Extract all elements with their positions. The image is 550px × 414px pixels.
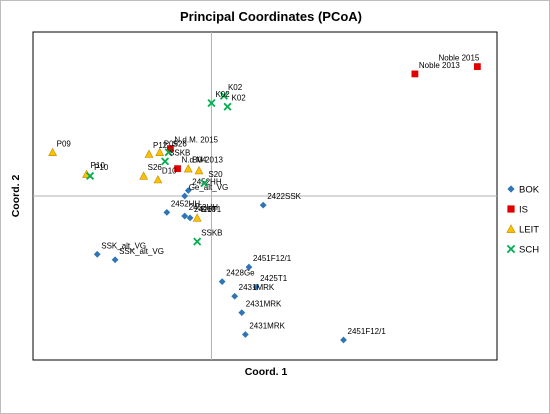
point-label: 2425T1 <box>260 274 288 283</box>
sch-point <box>207 99 216 108</box>
bok-point <box>111 256 119 264</box>
bok-point <box>241 331 249 338</box>
point-label: D10 <box>201 205 216 214</box>
legend-marker-leit <box>506 224 516 233</box>
point-label: 2452HH <box>192 178 222 187</box>
sch-point <box>86 171 95 180</box>
leit-point <box>144 149 154 158</box>
point-label: 2431MRK <box>249 321 285 330</box>
bok-point <box>181 192 189 200</box>
bok-point <box>181 212 189 220</box>
legend-label-leit: LEIT <box>519 225 539 236</box>
point-label: 2452HH <box>171 199 201 208</box>
point-label: K02 <box>232 94 247 103</box>
point-label: 2426T1 <box>194 205 222 214</box>
point-label: 2452HH <box>189 203 219 212</box>
point-label: 2431MRK <box>239 283 275 292</box>
point-label: P09 <box>57 139 72 148</box>
point-label: SSKB <box>201 229 222 238</box>
point-label: 2428Ge <box>226 269 255 278</box>
leit-point <box>183 164 193 173</box>
point-label: P10 <box>91 161 106 170</box>
legend-label-bok: BOK <box>519 185 540 196</box>
point-label: 2451F12/1 <box>348 327 387 336</box>
point-label: SSK_alt_VG <box>101 241 146 250</box>
point-label: N.d.M. 2015 <box>174 136 218 145</box>
point-label: SSK_alt_VG <box>119 247 164 256</box>
bok-point <box>259 201 267 209</box>
legend-marker-sch <box>506 244 516 254</box>
leit-point <box>139 171 149 180</box>
point-label: N.d.M 2013 <box>182 156 224 165</box>
point-label: S20 <box>208 170 223 179</box>
point-label: 2451F12/1 <box>253 254 292 263</box>
bok-point <box>163 209 171 216</box>
point-label: B04 <box>192 156 207 165</box>
is-point <box>411 70 419 78</box>
sch-point <box>164 148 173 157</box>
legend-marker-is <box>507 205 515 213</box>
sch-point <box>223 102 232 111</box>
bok-point <box>245 263 253 271</box>
point-label: K02 <box>228 83 243 92</box>
sch-point <box>161 157 170 166</box>
point-label: SSKB <box>169 148 190 157</box>
leit-point <box>153 175 163 184</box>
bok-point <box>184 187 192 194</box>
legend-marker-bok <box>507 185 515 193</box>
point-label: S26 <box>173 139 188 148</box>
chart-title: Principal Coordinates (PCoA) <box>180 9 362 24</box>
point-label: 2422SSK <box>267 192 301 201</box>
point-label: P12 <box>153 141 168 150</box>
point-label: D10 <box>162 167 177 176</box>
leit-point <box>155 147 165 156</box>
point-label: S26 <box>148 163 163 172</box>
point-label: Noble 2013 <box>419 61 460 70</box>
point-label: 2431MRK <box>246 300 282 309</box>
bok-point <box>218 278 226 286</box>
data-points: 2452HHGe_alt_VG2422SSK2452HH2452HH2426T1… <box>48 54 481 344</box>
bok-point <box>238 309 246 317</box>
point-label: P10 <box>94 163 109 172</box>
leit-point <box>194 165 204 175</box>
leit-point <box>48 147 58 156</box>
legend: BOK IS LEIT SCH <box>506 185 540 256</box>
point-label: K02 <box>215 90 230 99</box>
is-point <box>473 63 481 71</box>
point-label: Ge_alt_VG <box>189 183 229 192</box>
bok-point <box>340 336 347 344</box>
bok-point <box>93 250 101 258</box>
bok-point <box>186 214 194 222</box>
bok-point <box>252 283 260 291</box>
legend-label-is: IS <box>519 205 528 216</box>
leit-point <box>192 213 202 222</box>
x-axis-title: Coord. 1 <box>245 366 288 378</box>
is-point <box>174 165 181 173</box>
point-label: P09 <box>164 139 179 148</box>
sch-point <box>200 179 209 188</box>
point-label: Noble 2015 <box>438 54 479 63</box>
sch-point <box>219 91 228 100</box>
sch-point <box>193 237 202 246</box>
is-point <box>167 145 174 153</box>
bok-point <box>231 292 239 300</box>
y-axis-title: Coord. 2 <box>10 175 22 218</box>
legend-label-sch: SCH <box>519 245 539 256</box>
